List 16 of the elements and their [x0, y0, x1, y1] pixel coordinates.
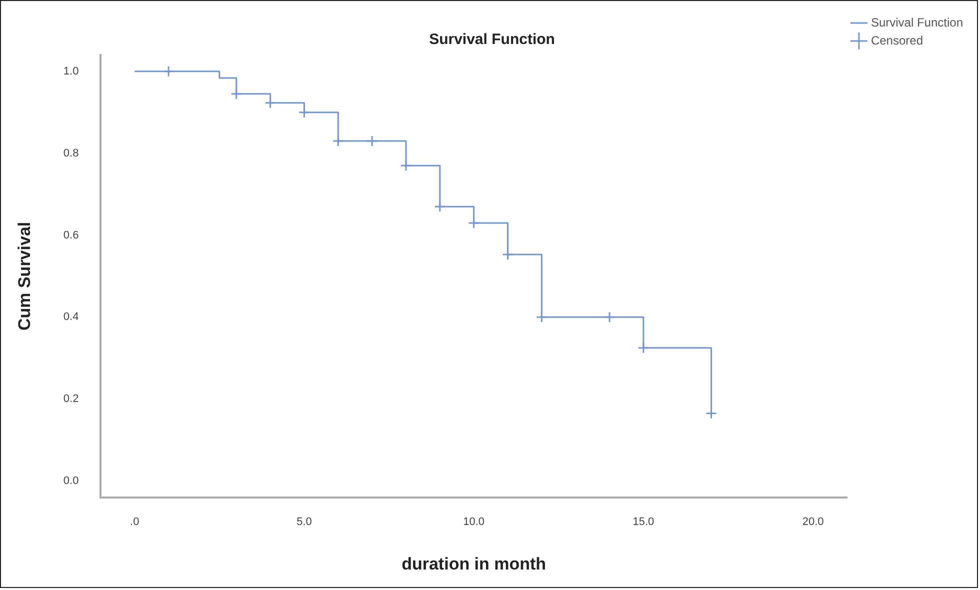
chart-title: Survival Function [429, 31, 555, 48]
y-tick-label: 0.6 [63, 229, 79, 242]
legend-label: Censored [870, 33, 923, 48]
y-tick-label: 1.0 [63, 65, 79, 78]
x-tick-label: 5.0 [296, 516, 312, 528]
x-tick-label: 10.0 [463, 516, 485, 528]
y-tick-label: 0.8 [63, 147, 79, 160]
x-tick-label: 15.0 [632, 516, 654, 528]
y-tick-label: 0.0 [63, 475, 79, 488]
x-tick-label: .0 [130, 516, 140, 528]
y-tick-label: 0.2 [63, 393, 79, 406]
x-axis-title: duration in month [402, 554, 546, 574]
y-tick-label: 0.4 [63, 311, 79, 324]
y-axis-title: Cum Survival [14, 222, 34, 331]
x-tick-label: 20.0 [802, 516, 824, 528]
legend-label: Survival Function [870, 15, 964, 30]
